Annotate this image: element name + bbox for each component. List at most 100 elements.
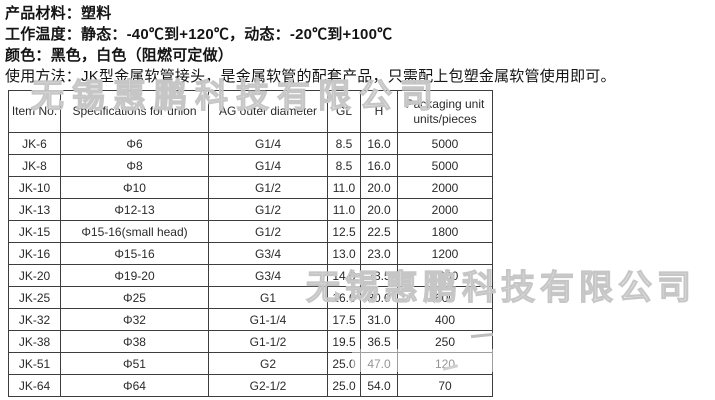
table-cell: 36.5 <box>360 330 398 353</box>
table-cell: JK-38 <box>8 330 61 353</box>
table-cell: 70 <box>397 374 493 397</box>
product-info: 产品材料：塑料 工作温度：静态：-40℃到+120℃，动态：-20℃到+100℃… <box>5 3 710 87</box>
table-cell: 600 <box>397 286 493 309</box>
table-row: JK-15 Φ15-16(small head) G1/2 12.5 22.5 1800 <box>8 220 493 243</box>
table-cell: JK-64 <box>8 374 61 397</box>
table-cell: Φ10 <box>60 176 209 199</box>
table-cell: Φ8 <box>60 154 209 177</box>
info-line-temperature: 工作温度：静态：-40℃到+120℃，动态：-20℃到+100℃ <box>5 26 393 43</box>
table-row: JK-8 Φ8 G1/4 8.5 16.0 5000 <box>8 154 493 177</box>
table-cell: G1-1/4 <box>208 308 328 331</box>
table-cell: 13.0 <box>327 242 361 265</box>
header-ag-diameter: AG outer diameter <box>208 90 328 133</box>
table-cell: JK-51 <box>8 352 61 375</box>
table-cell: Φ25 <box>60 286 209 309</box>
table-cell: JK-32 <box>8 308 61 331</box>
info-line-color: 颜色：黑色，白色（阻燃可定做） <box>5 47 234 64</box>
table-cell: Φ6 <box>60 132 209 155</box>
table-cell: Φ15-16(small head) <box>60 220 209 243</box>
table-cell: 17.5 <box>327 308 361 331</box>
table-cell: G1/2 <box>208 176 328 199</box>
table-cell: 120 <box>397 352 493 375</box>
table-cell: 11.0 <box>327 198 361 221</box>
table-cell: 8.5 <box>327 154 361 177</box>
table-cell: 20.0 <box>360 198 398 221</box>
table-cell: G1 <box>208 286 328 309</box>
table-cell: G3/4 <box>208 264 328 287</box>
table-row: JK-38 Φ38 G1-1/2 19.5 36.5 250 <box>8 330 493 353</box>
table-cell: 25.0 <box>327 352 361 375</box>
table-cell: JK-20 <box>8 264 61 287</box>
table-cell: G1/4 <box>208 154 328 177</box>
table-cell: Φ51 <box>60 352 209 375</box>
info-line-material: 产品材料：塑料 <box>5 5 112 22</box>
table-row: JK-20 Φ19-20 G3/4 14.0 23.5 1200 <box>8 264 493 287</box>
header-h: H <box>360 90 398 133</box>
table-cell: 1200 <box>397 242 493 265</box>
table-cell: 250 <box>397 330 493 353</box>
table-cell: JK-16 <box>8 242 61 265</box>
table-cell: 30.0 <box>360 286 398 309</box>
table-header-row: Item No. Specifications for union AG out… <box>8 90 493 133</box>
table-cell: 25.0 <box>327 374 361 397</box>
table-row: JK-6 Φ6 G1/4 8.5 16.0 5000 <box>8 132 493 155</box>
table-cell: 12.5 <box>327 220 361 243</box>
table-row: JK-32 Φ32 G1-1/4 17.5 31.0 400 <box>8 308 493 331</box>
table-row: JK-51 Φ51 G2 25.0 47.0 120 <box>8 352 493 375</box>
table-cell: 11.0 <box>327 176 361 199</box>
table-cell: 8.5 <box>327 132 361 155</box>
table-cell: 47.0 <box>360 352 398 375</box>
table-row: JK-16 Φ15-16 G3/4 13.0 23.0 1200 <box>8 242 493 265</box>
table-row: JK-25 Φ25 G1 16.0 30.0 600 <box>8 286 493 309</box>
table-cell: JK-25 <box>8 286 61 309</box>
table-cell: 16.0 <box>327 286 361 309</box>
table-cell: G1/4 <box>208 132 328 155</box>
table-cell: G3/4 <box>208 242 328 265</box>
spec-table: Item No. Specifications for union AG out… <box>8 90 493 397</box>
table-cell: 5000 <box>397 132 493 155</box>
header-gl: GL <box>327 90 361 133</box>
table-cell: G2 <box>208 352 328 375</box>
table-cell: Φ15-16 <box>60 242 209 265</box>
table-cell: 1200 <box>397 264 493 287</box>
table-cell: 5000 <box>397 154 493 177</box>
table-cell: 1800 <box>397 220 493 243</box>
header-packaging: Packaging unit units/pieces <box>397 90 493 133</box>
table-cell: 31.0 <box>360 308 398 331</box>
table-header: Item No. Specifications for union AG out… <box>8 90 493 133</box>
table-cell: 2000 <box>397 176 493 199</box>
table-cell: JK-6 <box>8 132 61 155</box>
table-cell: 2000 <box>397 198 493 221</box>
table-cell: 22.5 <box>360 220 398 243</box>
table-row: JK-64 Φ64 G2-1/2 25.0 54.0 70 <box>8 374 493 397</box>
table-cell: JK-8 <box>8 154 61 177</box>
table-cell: G1/2 <box>208 220 328 243</box>
info-line-usage: 使用方法：JK型金属软管接头，是金属软管的配套产品，只需配上包塑金属软管使用即可… <box>5 68 616 85</box>
table-cell: Φ19-20 <box>60 264 209 287</box>
table-cell: 14.0 <box>327 264 361 287</box>
table-cell: Φ38 <box>60 330 209 353</box>
table-row: JK-13 Φ12-13 G1/2 11.0 20.0 2000 <box>8 198 493 221</box>
table-cell: G1-1/2 <box>208 330 328 353</box>
table-cell: 54.0 <box>360 374 398 397</box>
table-cell: JK-10 <box>8 176 61 199</box>
header-specifications: Specifications for union <box>60 90 209 133</box>
table-cell: 16.0 <box>360 154 398 177</box>
table-cell: 23.0 <box>360 242 398 265</box>
table-cell: G2-1/2 <box>208 374 328 397</box>
table-cell: 16.0 <box>360 132 398 155</box>
table-cell: G1/2 <box>208 198 328 221</box>
table-cell: Φ12-13 <box>60 198 209 221</box>
table-cell: JK-13 <box>8 198 61 221</box>
table-cell: Φ32 <box>60 308 209 331</box>
table-cell: 19.5 <box>327 330 361 353</box>
table-cell: 400 <box>397 308 493 331</box>
table-cell: JK-15 <box>8 220 61 243</box>
table-cell: 23.5 <box>360 264 398 287</box>
table-cell: 20.0 <box>360 176 398 199</box>
header-item-no: Item No. <box>8 90 61 133</box>
table-cell: Φ64 <box>60 374 209 397</box>
table-row: JK-10 Φ10 G1/2 11.0 20.0 2000 <box>8 176 493 199</box>
table-body: JK-6 Φ6 G1/4 8.5 16.0 5000 JK-8 Φ8 G1/4 8.5 16.0 50… <box>8 132 493 397</box>
